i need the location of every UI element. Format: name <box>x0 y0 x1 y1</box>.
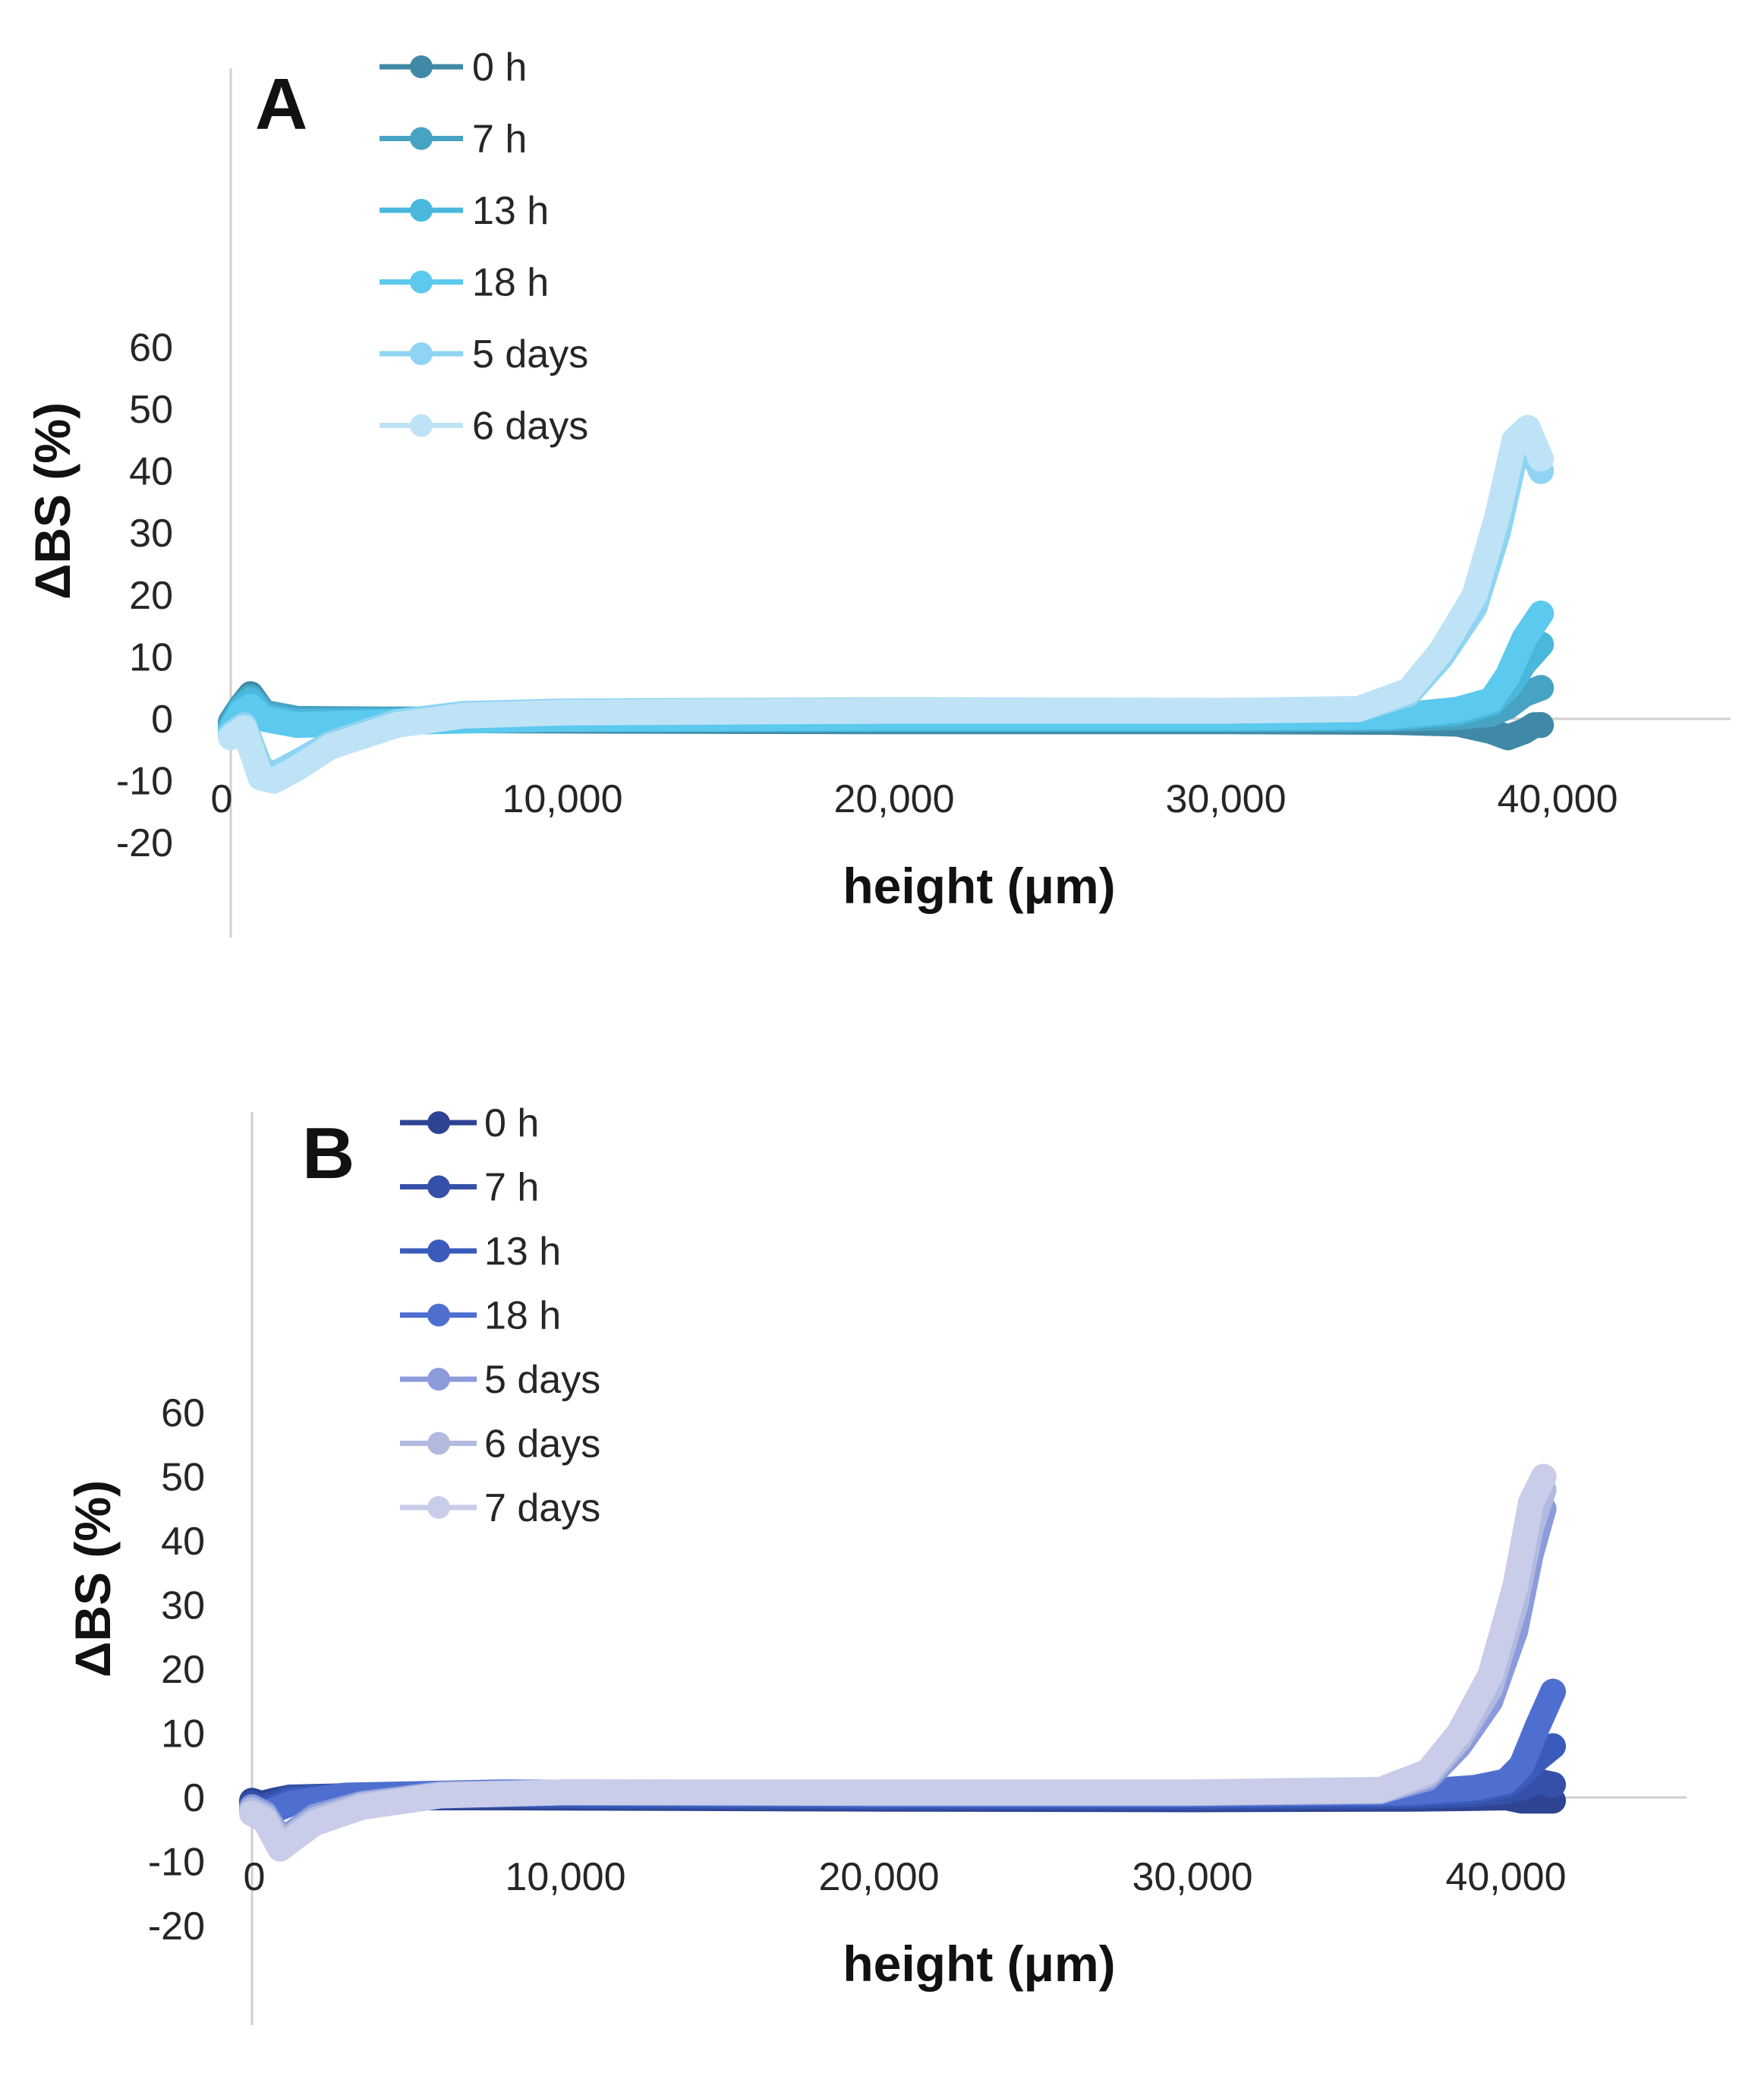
panel-a-y-tick-label: 50 <box>129 388 173 432</box>
panel-b-y-tick-label: 20 <box>161 1648 205 1692</box>
panel-b-series-end-marker <box>1530 1463 1557 1490</box>
panel-a-y-tick-labels: -20 -10 0 10 20 30 40 50 60 <box>116 326 173 865</box>
panel-a-letter: A <box>255 64 307 145</box>
panel-b-legend-label: 6 days <box>484 1422 600 1466</box>
panel-b-x-tick-label: 30,000 <box>1132 1855 1252 1899</box>
panel-b-series-end-marker <box>1539 1678 1566 1705</box>
panel-b-legend-label: 18 h <box>484 1294 561 1338</box>
panel-a-legend-marker <box>410 199 433 222</box>
panel-a-x-tick-label: 10,000 <box>502 777 622 821</box>
panel-a-series-layer <box>218 414 1555 794</box>
panel-b-legend-marker <box>427 1303 450 1327</box>
panel-b-series-layer <box>239 1463 1566 1862</box>
panel-a-legend-marker <box>410 342 433 365</box>
panel-b-y-tick-label: 10 <box>161 1712 205 1756</box>
panel-a-y-tick-label: 10 <box>129 635 173 679</box>
panel-a-y-tick-label: 0 <box>151 698 173 742</box>
panel-b-y-tick-label: 60 <box>161 1391 205 1435</box>
panel-b-legend-marker <box>427 1432 450 1455</box>
panel-a-y-tick-label: 60 <box>129 326 173 370</box>
panel-b-legend-label: 7 days <box>484 1486 600 1530</box>
panel-a-series-end-marker <box>1528 675 1555 701</box>
panel-b-y-tick-label: 30 <box>161 1584 205 1628</box>
panel-b-x-tick-label: 20,000 <box>818 1855 939 1899</box>
panel-b-series-end-marker <box>1539 1733 1566 1759</box>
panel-b-x-tick-labels: 0 10,000 20,000 30,000 40,000 <box>244 1855 1567 1899</box>
panel-a-y-tick-label: 30 <box>129 512 173 556</box>
panel-a-legend-label: 0 h <box>472 46 527 90</box>
panel-a-legend-label: 5 days <box>472 332 588 376</box>
panel-b-y-tick-label: 40 <box>161 1520 205 1564</box>
panel-a-legend-label: 7 h <box>472 118 527 162</box>
panel-b-y-tick-label: -10 <box>148 1841 205 1885</box>
panel-b-series-end-marker <box>1539 1772 1566 1798</box>
panel-a-y-axis-label: ΔBS (%) <box>24 402 80 600</box>
panel-a-y-tick-label: 20 <box>129 574 173 618</box>
panel-a-legend: 0 h 7 h 13 h 18 h 5 days 6 days <box>380 46 588 449</box>
panel-a-y-tick-label: -10 <box>116 760 173 804</box>
panel-a-x-tick-label: 30,000 <box>1165 777 1286 821</box>
panel-a-legend-marker <box>410 55 433 78</box>
panel-b-legend-marker <box>427 1111 450 1134</box>
panel-a-x-tick-label: 40,000 <box>1497 777 1618 821</box>
panel-b-y-tick-label: 0 <box>183 1776 205 1820</box>
panel-a-legend-label: 6 days <box>472 405 588 449</box>
panel-b-y-tick-label: -20 <box>148 1904 205 1949</box>
panel-b-legend-marker <box>427 1496 450 1519</box>
panel-b-x-axis-label: height (μm) <box>843 1936 1115 1992</box>
panel-b-legend-label: 13 h <box>484 1230 561 1274</box>
panel-b-legend-label: 5 days <box>484 1358 600 1402</box>
panel-a-legend-marker <box>410 270 433 294</box>
panel-a-legend-label: 13 h <box>472 189 549 233</box>
panel-a-series-end-marker <box>1528 600 1555 627</box>
panel-b-x-tick-label: 10,000 <box>505 1855 625 1899</box>
panel-b-legend-marker <box>427 1175 450 1199</box>
chart-panel-a: -20 -10 0 10 20 30 40 50 60 0 10,000 20,000 30,000 4… <box>24 46 1731 937</box>
panel-b-x-tick-label: 0 <box>244 1855 266 1899</box>
panel-b-legend-label: 7 h <box>484 1166 539 1210</box>
panel-a-legend-marker <box>410 127 433 150</box>
panel-a-x-axis-label: height (μm) <box>843 858 1115 914</box>
panel-a-series-line <box>218 414 1555 794</box>
panel-b-letter: B <box>302 1113 354 1194</box>
panel-a-x-tick-label: 0 <box>211 777 233 821</box>
panel-a-y-tick-label: -20 <box>116 821 173 865</box>
panel-b-x-tick-label: 40,000 <box>1445 1855 1566 1899</box>
panel-a-legend-marker <box>410 414 433 437</box>
panel-a-x-tick-label: 20,000 <box>833 777 954 821</box>
panel-a-series-end-marker <box>1528 712 1555 739</box>
panel-a-legend-label: 18 h <box>472 261 549 305</box>
panel-b-y-tick-labels: -20 -10 0 10 20 30 40 50 60 <box>148 1391 205 1949</box>
panel-b-legend-marker <box>427 1368 450 1391</box>
chart-panel-b: -20 -10 0 10 20 30 40 50 60 0 10,000 20,000 30,000 4… <box>65 1101 1687 2025</box>
panel-b-legend: 0 h 7 h 13 h 18 h 5 days 6 days 7 days <box>400 1101 600 1530</box>
panel-b-series-line <box>239 1463 1557 1862</box>
panel-b-y-tick-label: 50 <box>161 1456 205 1500</box>
panel-a-x-tick-labels: 0 10,000 20,000 30,000 40,000 <box>211 777 1618 821</box>
panel-a-series-end-marker <box>1528 446 1555 472</box>
panel-b-legend-label: 0 h <box>484 1101 539 1145</box>
panel-b-legend-marker <box>427 1240 450 1262</box>
panel-a-y-tick-label: 40 <box>129 450 173 494</box>
panel-b-y-axis-label: ΔBS (%) <box>65 1480 121 1678</box>
